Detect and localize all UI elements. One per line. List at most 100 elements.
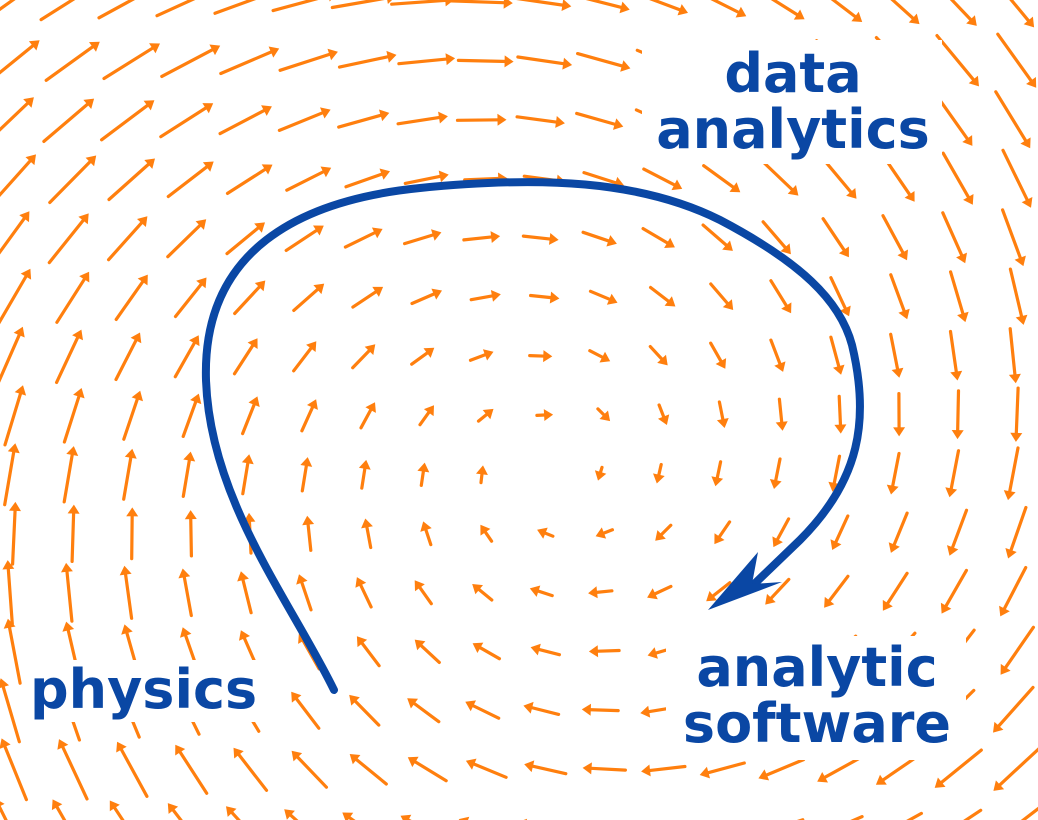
vector-arrow-icon: [594, 465, 607, 481]
vector-arrow-icon: [456, 55, 514, 68]
vector-arrow-icon: [516, 0, 572, 11]
vector-arrow-icon: [300, 457, 313, 493]
vector-arrow-icon: [300, 399, 318, 433]
vector-arrow-icon: [817, 754, 865, 783]
vector-arrow-icon: [0, 154, 36, 198]
vector-arrow-icon: [51, 799, 67, 820]
vector-arrow-icon: [233, 747, 269, 792]
vector-arrow-icon: [44, 41, 100, 82]
vector-arrow-icon: [1010, 386, 1023, 442]
vector-arrow-icon: [515, 115, 565, 128]
vector-arrow-icon: [356, 636, 381, 668]
vector-arrow-icon: [178, 568, 193, 618]
vector-arrow-icon: [641, 764, 687, 777]
vector-arrow-icon: [225, 164, 273, 195]
vector-arrow-icon: [585, 0, 630, 14]
vector-arrow-icon: [343, 227, 383, 249]
vector-arrow-icon: [469, 290, 501, 302]
vector-arrow-icon: [107, 158, 155, 202]
vector-arrow-icon: [102, 43, 160, 81]
vector-arrow-icon: [160, 44, 221, 79]
vector-arrow-icon: [284, 225, 324, 252]
vector-arrow-icon: [349, 694, 381, 727]
vector-arrow-icon: [344, 168, 390, 189]
vector-arrow-icon: [1003, 446, 1020, 501]
vector-arrow-icon: [1005, 505, 1028, 559]
vector-arrow-icon: [465, 758, 508, 779]
vector-arrow-icon: [420, 521, 433, 547]
vector-arrow-icon: [1001, 148, 1033, 208]
vector-arrow-icon: [337, 109, 390, 129]
vector-arrow-icon: [940, 568, 969, 614]
vector-arrow-icon: [0, 738, 28, 802]
vector-arrow-icon: [701, 223, 733, 251]
vector-arrow-icon: [641, 227, 675, 248]
vector-arrow-icon: [888, 511, 909, 553]
vector-arrow-icon: [181, 393, 202, 438]
label-line: analytic: [696, 636, 938, 699]
vector-arrow-icon: [758, 757, 806, 781]
label-analytic-software: analytic software: [672, 640, 962, 752]
vector-arrow-icon: [575, 111, 624, 130]
vector-arrow-icon: [226, 806, 241, 820]
vector-arrow-icon: [596, 407, 611, 422]
vector-arrow-icon: [403, 170, 449, 185]
vector-arrow-icon: [770, 0, 805, 20]
vector-arrow-icon: [476, 465, 488, 485]
vector-arrow-icon: [407, 756, 448, 783]
vector-arrow-icon: [285, 166, 332, 192]
vector-arrow-icon: [218, 105, 272, 136]
vector-arrow-icon: [97, 0, 136, 20]
label-backdrop: [642, 40, 942, 164]
vector-arrow-icon: [292, 341, 317, 373]
vector-arrow-icon: [1000, 625, 1036, 675]
vector-arrow-icon: [122, 448, 137, 501]
vector-arrow-icon: [709, 282, 734, 310]
vector-arrow-icon: [906, 811, 924, 820]
vector-arrow-icon: [642, 167, 683, 191]
vector-arrow-icon: [710, 0, 747, 18]
vector-arrow-icon: [184, 510, 197, 558]
vector-arrow-icon: [410, 347, 435, 366]
vector-arrow-icon: [528, 350, 553, 363]
vector-arrow-icon: [3, 443, 20, 507]
arrowhead-icon: [708, 552, 782, 610]
vector-arrow-icon: [166, 219, 207, 259]
vector-arrow-icon: [772, 517, 791, 548]
vector-arrow-icon: [349, 754, 388, 786]
vector-arrow-icon: [302, 515, 315, 552]
vector-arrow-icon: [414, 580, 433, 606]
vector-arrow-icon: [934, 748, 983, 788]
vector-arrow-icon: [407, 698, 441, 724]
vector-arrow-icon: [47, 213, 89, 265]
vector-arrow-icon: [42, 98, 95, 143]
vector-arrow-icon: [241, 396, 260, 436]
vector-arrow-icon: [291, 691, 321, 730]
vector-arrow-icon: [351, 286, 384, 309]
vector-arrow-icon: [648, 285, 676, 307]
vector-arrow-icon: [342, 812, 356, 820]
vector-arrow-icon: [284, 809, 299, 820]
vector-arrow-icon: [114, 274, 148, 321]
vector-arrow-icon: [351, 344, 376, 370]
vector-arrow-icon: [537, 527, 555, 539]
vector-arrow-icon: [889, 332, 904, 378]
vector-arrow-icon: [709, 341, 727, 369]
vector-arrow-icon: [588, 586, 614, 599]
vector-arrow-icon: [2, 560, 15, 626]
vector-arrow-icon: [1008, 327, 1021, 384]
vector-arrow-icon: [361, 518, 373, 550]
vector-arrow-icon: [528, 291, 560, 304]
vector-arrow-icon: [465, 700, 501, 720]
vector-arrow-icon: [9, 501, 21, 566]
vector-arrow-icon: [61, 562, 74, 623]
vector-arrow-icon: [769, 457, 782, 489]
vector-arrow-icon: [521, 233, 559, 245]
vector-arrow-icon: [233, 280, 266, 316]
vector-arrow-icon: [181, 451, 196, 498]
label-line: analytics: [656, 98, 930, 161]
vector-arrow-icon: [535, 409, 554, 421]
vector-arrow-icon: [476, 408, 494, 423]
vector-arrow-icon: [472, 642, 501, 661]
vector-arrow-icon: [588, 289, 618, 305]
